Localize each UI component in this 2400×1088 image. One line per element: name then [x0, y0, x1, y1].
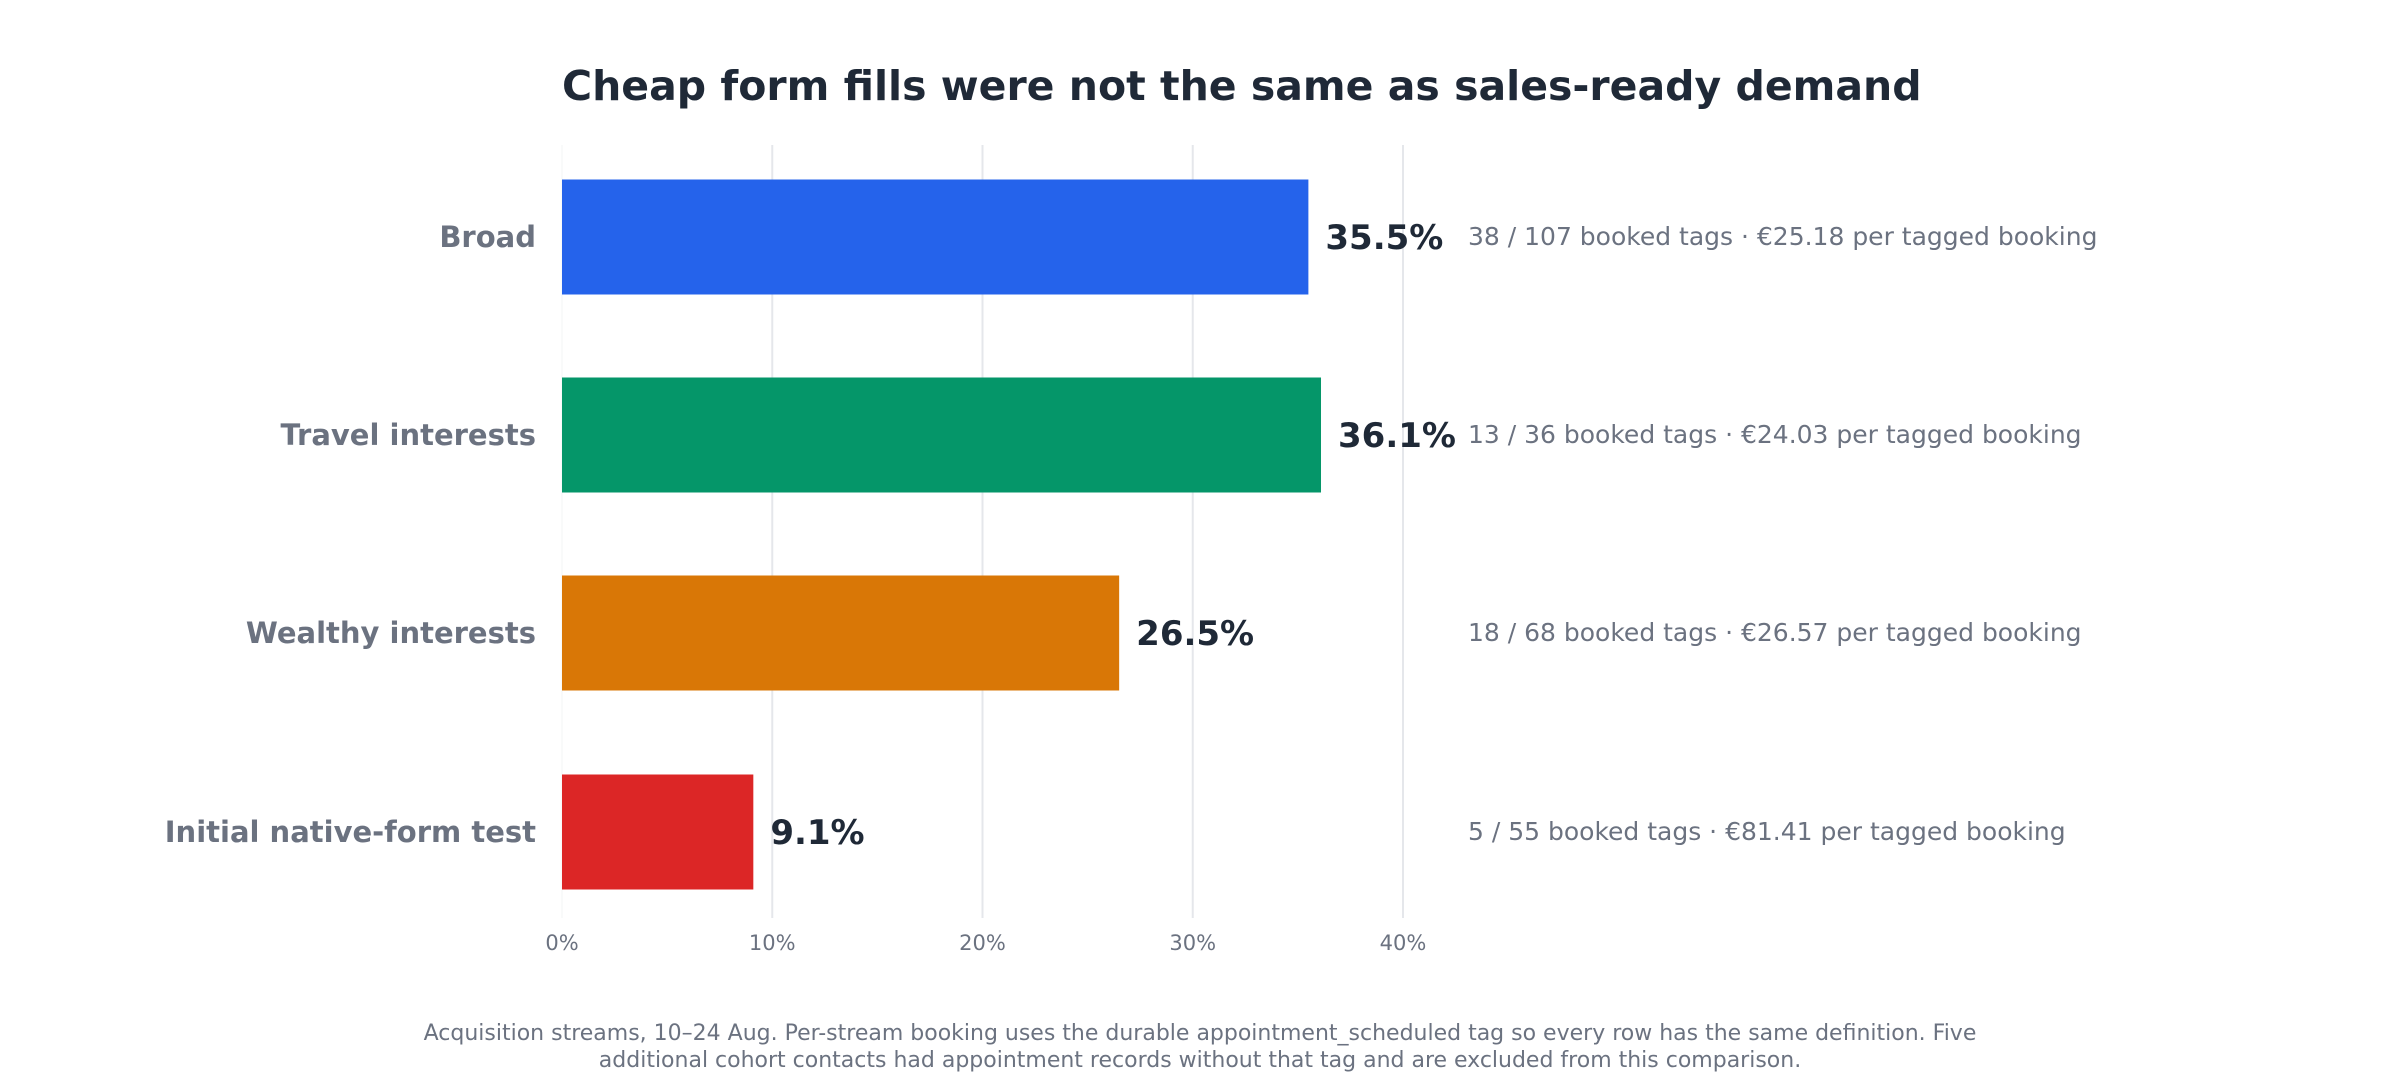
- x-tick-label: 20%: [959, 931, 1006, 955]
- bar-annotation: 13 / 36 booked tags · €24.03 per tagged …: [1468, 420, 2082, 449]
- bar: [562, 575, 1120, 691]
- category-label: Wealthy interests: [246, 616, 536, 650]
- bar-annotation: 38 / 107 booked tags · €25.18 per tagged…: [1468, 222, 2097, 251]
- footnote-line-1: Acquisition streams, 10–24 Aug. Per-stre…: [423, 1021, 1977, 1046]
- data-label: 36.1%: [1338, 416, 1456, 456]
- footnote-line-2: additional cohort contacts had appointme…: [598, 1048, 1802, 1073]
- bars: [562, 179, 1322, 890]
- x-axis: 0% 10% 20% 30% 40%: [545, 931, 1426, 955]
- chart-title: Cheap form fills were not the same as sa…: [562, 62, 1922, 110]
- bar: [562, 179, 1309, 295]
- x-tick-label: 40%: [1380, 931, 1427, 955]
- bar: [562, 774, 754, 890]
- bar-annotation: 5 / 55 booked tags · €81.41 per tagged b…: [1468, 817, 2066, 846]
- data-label: 9.1%: [770, 813, 864, 853]
- category-label: Travel interests: [280, 418, 536, 452]
- x-tick-label: 30%: [1169, 931, 1216, 955]
- category-label: Broad: [439, 220, 536, 254]
- labels: Broad 35.5% 38 / 107 booked tags · €25.18 …: [165, 218, 2098, 853]
- x-tick-label: 0%: [545, 931, 578, 955]
- x-tick-label: 10%: [749, 931, 796, 955]
- bar-annotation: 18 / 68 booked tags · €26.57 per tagged …: [1468, 618, 2082, 647]
- data-label: 35.5%: [1325, 218, 1443, 258]
- data-label: 26.5%: [1136, 614, 1254, 654]
- footnote: Acquisition streams, 10–24 Aug. Per-stre…: [300, 1020, 2100, 1074]
- category-label: Initial native-form test: [165, 815, 536, 849]
- bar: [562, 377, 1322, 493]
